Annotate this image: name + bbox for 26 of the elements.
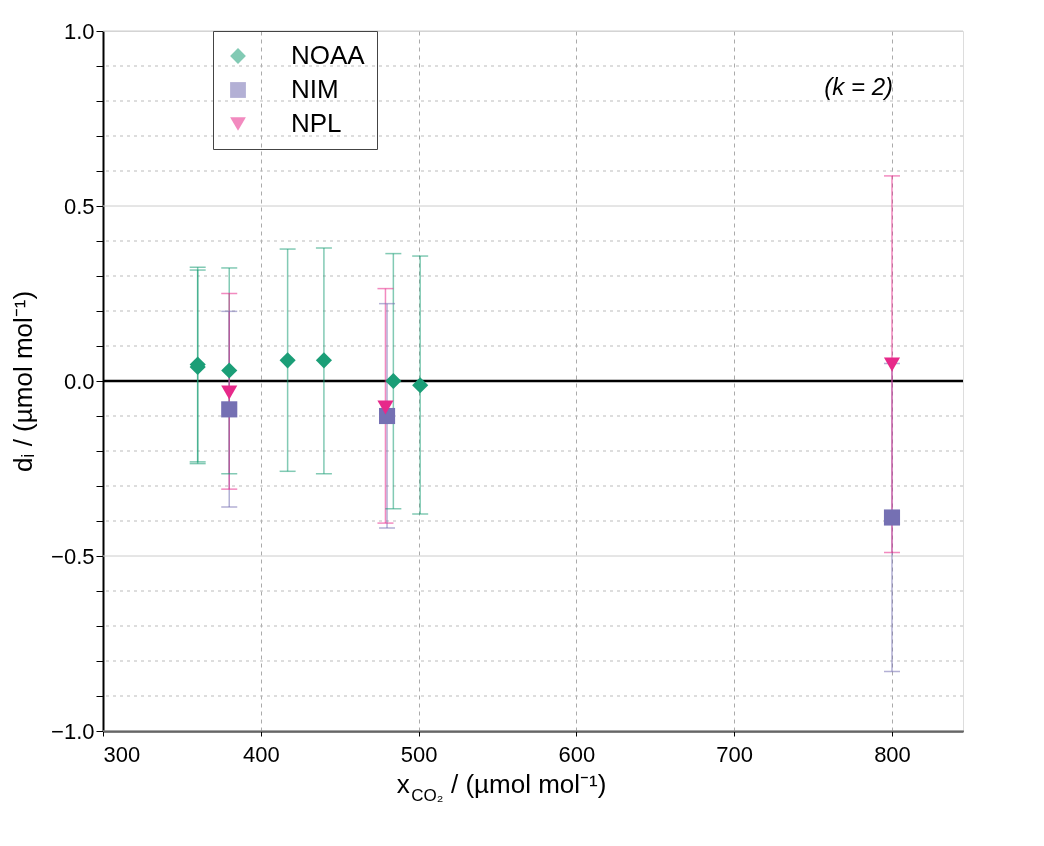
point — [221, 385, 238, 400]
point — [221, 401, 238, 418]
x-tick-label: 300 — [103, 741, 141, 767]
y-tick-label: −1.0 — [51, 718, 95, 744]
y-tick-label: 0.0 — [63, 368, 95, 394]
x-tick-label: 500 — [400, 741, 438, 767]
point — [412, 377, 429, 394]
x-tick-label: 600 — [558, 741, 596, 767]
point — [279, 352, 296, 369]
y-axis-title: dᵢ / (µmol mol⁻¹) — [8, 290, 39, 473]
legend-label: NPL — [291, 108, 342, 138]
legend-label: NOAA — [291, 40, 366, 70]
point — [385, 372, 402, 390]
point — [883, 509, 901, 526]
annotation: (k = 2) — [824, 73, 893, 100]
point — [221, 362, 238, 379]
legend-label: NIM — [291, 74, 339, 104]
x-tick-label: 700 — [716, 741, 754, 767]
point — [315, 352, 332, 369]
y-tick-label: −0.5 — [51, 543, 95, 569]
x-tick-label: 400 — [242, 741, 280, 767]
point — [883, 357, 901, 372]
y-tick-label: 1.0 — [63, 18, 95, 44]
point — [377, 400, 394, 415]
y-tick-label: 0.5 — [63, 193, 95, 219]
x-tick-label: 800 — [874, 741, 911, 767]
